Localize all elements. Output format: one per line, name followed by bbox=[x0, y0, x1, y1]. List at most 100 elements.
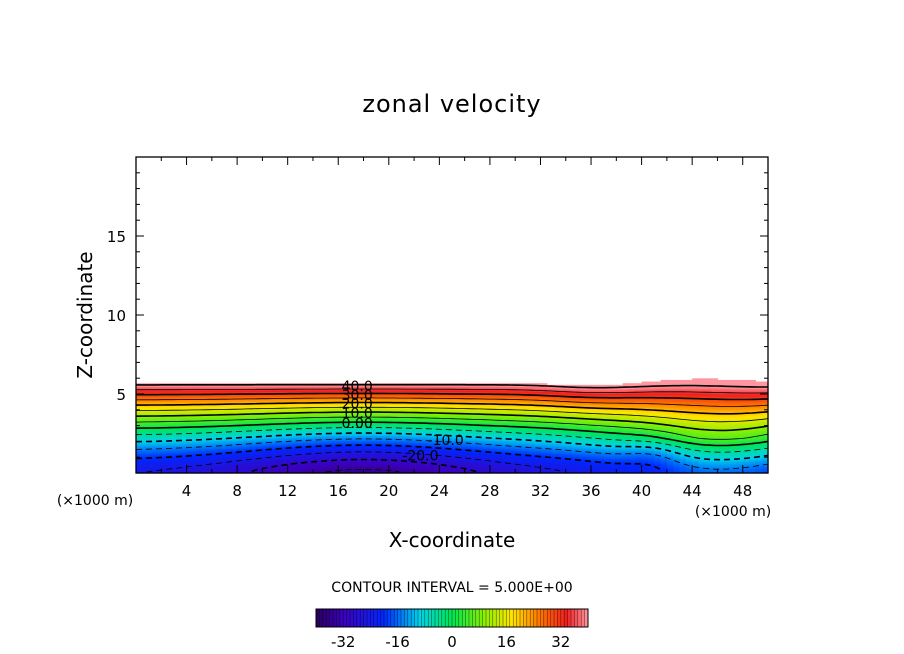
field-cell bbox=[698, 419, 706, 422]
field-cell bbox=[433, 386, 440, 389]
field-cell bbox=[256, 437, 263, 440]
field-cell bbox=[161, 388, 169, 391]
field-cell bbox=[565, 394, 573, 397]
field-cell bbox=[268, 463, 276, 466]
field-cell bbox=[199, 420, 207, 423]
field-cell bbox=[433, 461, 440, 464]
field-cell bbox=[281, 399, 289, 402]
field-cell bbox=[546, 451, 554, 455]
field-cell bbox=[546, 402, 554, 406]
field-cell bbox=[572, 443, 579, 446]
field-cell bbox=[173, 396, 181, 399]
field-cell bbox=[521, 441, 529, 445]
field-cell bbox=[331, 456, 339, 459]
field-cell bbox=[281, 409, 289, 412]
field-cell bbox=[628, 435, 636, 438]
field-cell bbox=[439, 451, 447, 455]
field-cell bbox=[382, 409, 390, 412]
field-cell bbox=[142, 384, 150, 388]
field-cell bbox=[211, 409, 219, 412]
field-cell bbox=[540, 401, 548, 404]
field-cell bbox=[483, 463, 491, 466]
field-cell bbox=[287, 445, 295, 448]
field-cell bbox=[186, 415, 194, 419]
field-cell bbox=[559, 424, 567, 427]
field-cell bbox=[433, 410, 440, 414]
field-cell bbox=[142, 412, 150, 415]
field-cell bbox=[641, 415, 649, 419]
field-cell bbox=[224, 420, 232, 423]
field-cell bbox=[287, 410, 295, 414]
field-cell bbox=[357, 412, 365, 415]
field-cell bbox=[262, 401, 270, 404]
field-cell bbox=[521, 432, 529, 435]
field-cell bbox=[673, 463, 681, 466]
field-cell bbox=[331, 459, 339, 463]
field-cell bbox=[679, 451, 687, 455]
field-cell bbox=[395, 433, 403, 437]
field-cell bbox=[407, 415, 415, 419]
field-cell bbox=[382, 394, 390, 397]
field-cell bbox=[369, 384, 377, 388]
field-cell bbox=[294, 420, 301, 423]
field-cell bbox=[136, 464, 143, 468]
field-cell bbox=[256, 433, 263, 437]
field-cell bbox=[414, 402, 421, 406]
field-cell bbox=[211, 455, 219, 458]
field-cell bbox=[508, 401, 516, 404]
field-cell bbox=[173, 386, 181, 389]
field-cell bbox=[218, 468, 226, 471]
field-cell bbox=[325, 404, 333, 407]
field-cell bbox=[205, 428, 213, 432]
field-cell bbox=[230, 389, 238, 392]
field-cell bbox=[578, 388, 586, 391]
field-cell bbox=[553, 422, 561, 425]
field-cell bbox=[142, 425, 150, 428]
field-cell bbox=[192, 391, 200, 394]
field-cell bbox=[591, 469, 598, 472]
field-cell bbox=[704, 427, 712, 430]
field-cell bbox=[401, 456, 409, 459]
field-cell bbox=[407, 456, 415, 459]
field-cell bbox=[180, 419, 188, 422]
field-cell bbox=[388, 458, 396, 461]
field-cell bbox=[685, 443, 693, 446]
field-cell bbox=[218, 399, 226, 402]
field-cell bbox=[262, 451, 270, 455]
field-cell bbox=[319, 440, 327, 443]
field-cell bbox=[230, 396, 238, 399]
field-cell bbox=[628, 419, 636, 422]
field-cell bbox=[243, 445, 251, 448]
field-cell bbox=[553, 463, 561, 466]
field-cell bbox=[186, 422, 194, 425]
field-cell bbox=[452, 461, 459, 464]
field-cell bbox=[338, 430, 346, 433]
field-cell bbox=[281, 461, 289, 464]
field-cell bbox=[439, 406, 447, 409]
field-cell bbox=[489, 466, 497, 469]
field-cell bbox=[622, 461, 630, 464]
field-cell bbox=[281, 469, 289, 472]
field-cell bbox=[565, 445, 573, 448]
field-cell bbox=[173, 415, 181, 419]
field-cell bbox=[256, 458, 263, 461]
field-cell bbox=[647, 427, 655, 430]
field-cell bbox=[395, 407, 403, 410]
field-cell bbox=[338, 427, 346, 430]
field-cell bbox=[350, 438, 358, 441]
field-cell bbox=[489, 438, 497, 441]
field-cell bbox=[679, 381, 687, 384]
field-cell bbox=[527, 440, 535, 443]
field-cell bbox=[508, 420, 516, 423]
field-cell bbox=[546, 450, 554, 453]
field-cell bbox=[249, 401, 257, 404]
field-cell bbox=[603, 469, 611, 472]
field-cell bbox=[224, 441, 232, 445]
field-cell bbox=[584, 425, 592, 428]
field-cell bbox=[420, 463, 428, 466]
field-cell bbox=[572, 389, 579, 392]
field-cell bbox=[414, 389, 421, 392]
field-cell bbox=[597, 456, 605, 459]
field-cell bbox=[199, 386, 207, 389]
field-cell bbox=[363, 417, 371, 420]
